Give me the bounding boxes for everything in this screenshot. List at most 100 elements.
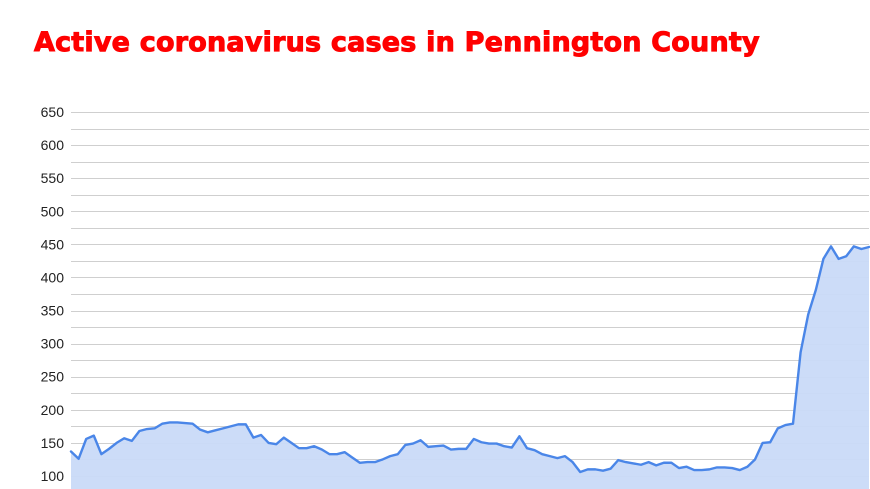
data-point xyxy=(245,423,247,425)
data-point xyxy=(359,462,361,464)
data-point xyxy=(70,451,72,453)
data-point xyxy=(572,461,574,463)
data-point xyxy=(298,447,300,449)
data-point xyxy=(252,437,254,439)
data-point xyxy=(549,455,551,457)
data-point xyxy=(435,445,437,447)
data-point xyxy=(222,427,224,429)
data-point xyxy=(648,461,650,463)
series-line xyxy=(69,245,870,474)
data-point xyxy=(100,453,102,455)
data-point xyxy=(351,456,353,458)
data-point xyxy=(465,448,467,450)
data-point xyxy=(85,438,87,440)
data-point xyxy=(321,449,323,451)
data-point xyxy=(617,459,619,461)
data-point xyxy=(815,289,817,291)
data-point xyxy=(746,466,748,468)
y-tick-label: 150 xyxy=(41,435,65,451)
data-point xyxy=(708,468,710,470)
data-point xyxy=(458,448,460,450)
data-point xyxy=(214,429,216,431)
data-point xyxy=(328,453,330,455)
data-point xyxy=(724,466,726,468)
series-area-fill xyxy=(71,246,869,489)
data-point xyxy=(701,469,703,471)
y-tick-label: 100 xyxy=(41,468,65,484)
data-point xyxy=(784,424,786,426)
data-point xyxy=(389,455,391,457)
data-point xyxy=(290,442,292,444)
data-point xyxy=(230,425,232,427)
data-point xyxy=(192,423,194,425)
data-point xyxy=(526,447,528,449)
y-axis-ticks: 100 150 200 250 300 350 400 450 500 550 600 650 xyxy=(41,104,65,484)
data-point xyxy=(116,442,118,444)
data-point xyxy=(579,471,581,473)
y-tick-label: 550 xyxy=(41,170,65,186)
data-point xyxy=(845,255,847,257)
data-point xyxy=(534,449,536,451)
data-point xyxy=(663,462,665,464)
y-tick-label: 400 xyxy=(41,269,65,285)
data-point xyxy=(93,435,95,437)
data-point xyxy=(777,427,779,429)
chart-title: Active coronavirus cases in Pennington C… xyxy=(34,27,761,59)
data-point xyxy=(138,430,140,432)
data-point xyxy=(822,258,824,260)
data-point xyxy=(420,439,422,441)
data-point xyxy=(275,443,277,445)
data-point xyxy=(511,447,513,449)
data-point xyxy=(480,441,482,443)
data-point xyxy=(731,467,733,469)
data-point xyxy=(397,453,399,455)
data-point xyxy=(541,453,543,455)
data-point xyxy=(366,461,368,463)
data-point xyxy=(625,461,627,463)
data-point xyxy=(184,422,186,424)
data-point xyxy=(199,429,201,431)
gridlines xyxy=(71,112,869,477)
data-point xyxy=(78,458,80,460)
y-tick-label: 450 xyxy=(41,236,65,252)
data-point xyxy=(268,442,270,444)
data-point xyxy=(108,448,110,450)
y-tick-label: 350 xyxy=(41,303,65,319)
data-point xyxy=(404,444,406,446)
y-tick-label: 200 xyxy=(41,402,65,418)
data-point xyxy=(382,458,384,460)
data-point xyxy=(807,314,809,316)
series-line-path xyxy=(69,245,870,474)
data-point xyxy=(792,423,794,425)
data-point xyxy=(336,453,338,455)
data-point xyxy=(123,437,125,439)
data-point xyxy=(693,469,695,471)
data-point xyxy=(640,464,642,466)
data-point xyxy=(678,467,680,469)
data-point xyxy=(686,466,688,468)
data-point xyxy=(344,451,346,453)
data-point xyxy=(762,442,764,444)
data-point xyxy=(412,443,414,445)
data-point xyxy=(564,455,566,457)
series-area xyxy=(71,246,869,489)
data-point xyxy=(496,443,498,445)
data-point xyxy=(670,462,672,464)
data-point xyxy=(207,431,209,433)
data-point xyxy=(518,435,520,437)
data-point xyxy=(556,457,558,459)
data-point xyxy=(800,351,802,353)
data-point xyxy=(154,427,156,429)
data-point xyxy=(473,438,475,440)
data-point xyxy=(176,421,178,423)
data-point xyxy=(739,469,741,471)
data-point xyxy=(853,245,855,247)
data-point xyxy=(260,434,262,436)
data-point xyxy=(769,441,771,443)
data-point xyxy=(860,248,862,250)
data-point xyxy=(602,470,604,472)
data-point xyxy=(503,445,505,447)
y-tick-label: 650 xyxy=(41,104,65,120)
